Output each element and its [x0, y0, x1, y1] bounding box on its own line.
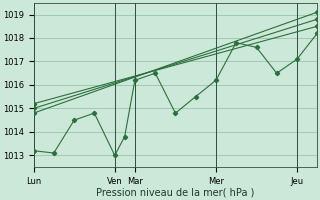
X-axis label: Pression niveau de la mer( hPa ): Pression niveau de la mer( hPa ) [96, 187, 255, 197]
